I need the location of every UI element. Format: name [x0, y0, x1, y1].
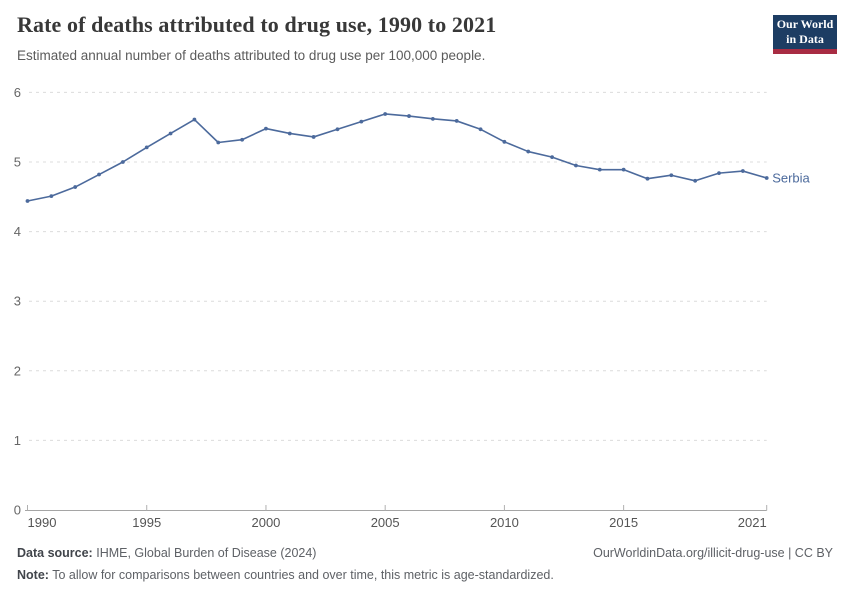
data-point: [502, 139, 507, 144]
data-source-line: Data source: IHME, Global Burden of Dise…: [17, 542, 316, 564]
data-point: [73, 185, 78, 189]
data-point: [478, 127, 483, 132]
data-point: [740, 169, 745, 173]
chart-line-serbia: [27, 113, 767, 202]
line-chart: 0 1 2 3 4 5 6 1990 1995 2000 2005 2010 2015 2021 Serbi…: [14, 85, 811, 530]
data-point: [597, 167, 602, 172]
x-tick-label-1990: 1990: [28, 515, 57, 530]
data-point: [693, 178, 698, 183]
x-tick-label-1995: 1995: [132, 515, 161, 530]
data-point: [454, 119, 459, 123]
data-point: [49, 194, 54, 199]
data-point: [335, 127, 340, 132]
data-point: [144, 145, 149, 150]
page-title: Rate of deaths attributed to drug use, 1…: [17, 12, 497, 37]
data-point: [216, 140, 221, 145]
y-tick-label-0: 0: [14, 503, 21, 518]
data-point: [168, 131, 173, 136]
data-point: [311, 135, 316, 139]
data-point: [430, 116, 435, 121]
data-point: [383, 112, 388, 116]
data-point: [25, 199, 30, 203]
y-tick-label-3: 3: [14, 294, 21, 309]
data-point: [407, 114, 411, 118]
owid-logo-line2: in Data: [786, 32, 824, 46]
data-point: [526, 149, 531, 154]
data-point: [621, 167, 626, 172]
series-label-serbia: Serbia: [772, 171, 810, 186]
data-point: [764, 176, 769, 180]
data-point: [669, 173, 674, 178]
note-text: To allow for comparisons between countri…: [52, 568, 554, 582]
data-point: [550, 155, 554, 160]
owid-url-link[interactable]: OurWorldinData.org/illicit-drug-use | CC…: [593, 546, 833, 560]
x-tick-label-2010: 2010: [490, 515, 519, 530]
owid-logo-line1: Our World: [776, 17, 834, 31]
data-point: [574, 163, 578, 168]
x-tick-label-2000: 2000: [251, 515, 280, 530]
data-point: [645, 176, 650, 181]
y-tick-label-2: 2: [14, 363, 21, 378]
note-label: Note:: [17, 568, 49, 582]
chart-subtitle: Estimated annual number of deaths attrib…: [17, 48, 486, 63]
data-point: [97, 172, 101, 177]
owid-logo: Our World in Data: [773, 15, 837, 54]
x-tick-label-2015: 2015: [609, 515, 638, 530]
data-source-label: Data source:: [17, 546, 93, 560]
y-tick-label-5: 5: [14, 155, 21, 170]
data-point: [192, 117, 197, 122]
chart-footer: Data source: IHME, Global Burden of Dise…: [17, 542, 833, 586]
y-tick-label-4: 4: [14, 224, 21, 239]
data-source-text: IHME, Global Burden of Disease (2024): [96, 546, 317, 560]
data-point: [717, 171, 721, 176]
y-tick-label-1: 1: [14, 433, 21, 448]
y-tick-label-6: 6: [14, 85, 21, 100]
data-point: [120, 160, 125, 164]
data-point: [359, 119, 364, 124]
note-line: Note: To allow for comparisons between c…: [17, 564, 833, 586]
data-point: [264, 126, 268, 131]
data-point: [287, 131, 292, 136]
x-tick-label-2021: 2021: [738, 515, 767, 530]
data-point: [240, 137, 245, 142]
x-tick-label-2005: 2005: [371, 515, 400, 530]
